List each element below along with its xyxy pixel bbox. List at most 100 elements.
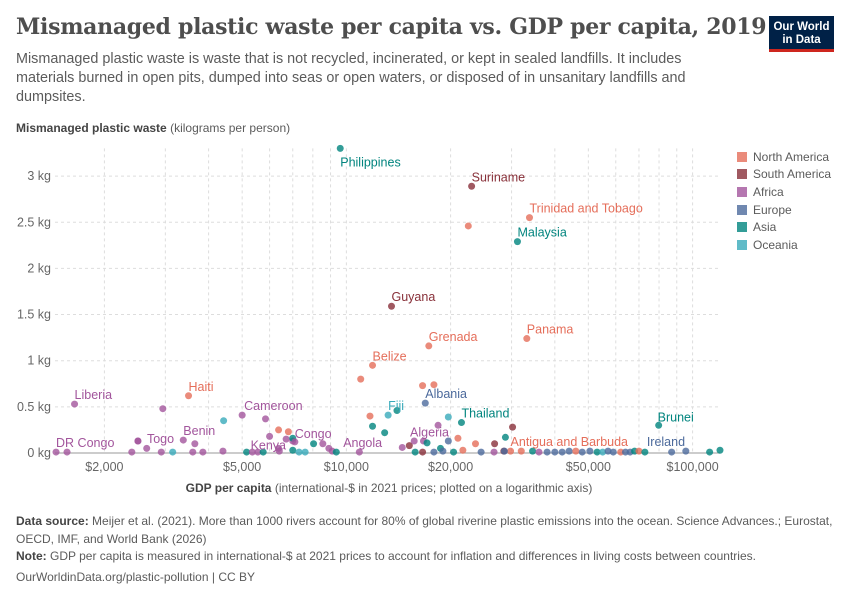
note-text: GDP per capita is measured in internatio… [46,549,756,563]
data-point-africa [157,448,165,456]
data-point-asia [411,448,419,456]
legend-item[interactable]: Oceania [737,236,831,254]
data-point-africa [143,444,151,452]
source-label: Data source: [16,514,89,528]
data-point-oceania [444,413,452,421]
point-label: Congo [295,427,332,441]
data-point-oceania [220,417,228,425]
data-point-europe [558,448,566,456]
data-point-asia [336,144,344,152]
data-point-north-america [517,447,525,455]
data-point-africa [199,448,207,456]
y-tick-label: 0.5 kg [17,400,51,414]
legend-item[interactable]: Africa [737,183,831,201]
legend-item[interactable]: North America [737,148,831,166]
y-tick-label: 1.5 kg [17,308,51,322]
legend-label: South America [753,167,832,182]
logo-line-1: Our World [773,21,830,33]
point-label: Albania [425,387,467,401]
data-point-south-america [509,423,517,431]
point-label: Thailand [461,407,509,421]
logo-line-2: in Data [782,34,821,46]
source-url[interactable]: OurWorldinData.org/plastic-pollution | C… [16,570,255,584]
data-point-north-america [369,361,377,369]
data-point-north-america [635,447,643,455]
point-label: Belize [373,349,407,363]
note-label: Note: [16,549,47,563]
legend-item[interactable]: Asia [737,218,831,236]
point-label: Haiti [189,380,214,394]
y-tick-label: 0 kg [27,446,51,460]
data-point-africa [128,448,136,456]
data-point-asia [501,433,509,441]
legend-swatch [737,239,747,250]
data-point-europe [578,448,586,456]
point-label: Kenya [251,438,286,452]
y-tick-label: 3 kg [27,169,51,183]
x-tick-label: $10,000 [324,460,369,474]
legend-swatch [737,169,747,180]
x-axis-label: GDP per capita (international-$ in 2021 … [0,481,778,495]
data-point-africa [275,447,283,455]
point-label: DR Congo [56,436,114,450]
data-point-north-america [185,392,193,400]
data-point-north-america [454,434,462,442]
data-point-europe [439,447,447,455]
point-label: Antigua and Barbuda [511,435,629,449]
data-point-africa [319,440,327,448]
data-point-south-america [468,182,476,190]
y-tick-label: 1 kg [27,354,51,368]
data-point-asia [593,448,601,456]
data-point-africa [159,405,167,413]
data-point-asia [706,448,714,456]
data-point-africa [254,448,262,456]
legend-swatch [737,222,747,233]
data-point-europe [668,448,676,456]
data-point-africa [238,411,246,419]
point-label: Fiji [388,399,404,413]
data-point-south-america [419,448,427,456]
legend-item[interactable]: Europe [737,201,831,219]
data-point-africa [63,448,71,456]
data-point-africa [262,415,270,423]
point-label: Brunei [658,410,694,424]
data-point-north-america [366,412,374,420]
x-axis-label-unit: (international-$ in 2021 prices; plotted… [271,481,593,495]
data-point-europe [477,448,485,456]
owid-logo[interactable]: Our World in Data [769,16,834,52]
data-point-africa [434,421,442,429]
data-point-north-america [275,426,283,434]
data-point-north-america [464,222,472,230]
point-label: Panama [527,323,574,337]
source-text: Meijer et al. (2021). More than 1000 riv… [16,514,833,546]
data-point-asia [393,407,401,415]
data-point-asia [655,421,663,429]
data-point-oceania [599,448,607,456]
data-point-north-america [507,447,515,455]
data-point-africa [248,448,256,456]
y-tick-label: 2.5 kg [17,215,51,229]
data-point-europe [682,447,690,455]
chart-title: Mismanaged plastic waste per capita vs. … [16,14,767,40]
legend-label: Asia [753,220,777,235]
legend-label: North America [753,149,830,164]
x-tick-label: $20,000 [428,460,473,474]
data-point-north-america [572,447,580,455]
data-point-oceania [384,411,392,419]
y-tick-label: 2 kg [27,261,51,275]
legend-swatch [737,186,747,197]
note: Note: GDP per capita is measured in inte… [16,548,846,566]
data-point-africa [191,440,199,448]
data-point-north-america [357,375,365,383]
point-label: Philippines [340,155,400,169]
y-axis-label: Mismanaged plastic waste (kilograms per … [16,121,290,135]
x-tick-label: $2,000 [85,460,123,474]
data-point-asia [332,448,340,456]
data-point-asia [259,448,267,456]
data-point-north-america [419,382,427,390]
point-label: Togo [147,432,174,446]
legend-item[interactable]: South America [737,166,831,184]
data-point-europe [609,448,617,456]
data-point-asia [369,422,377,430]
